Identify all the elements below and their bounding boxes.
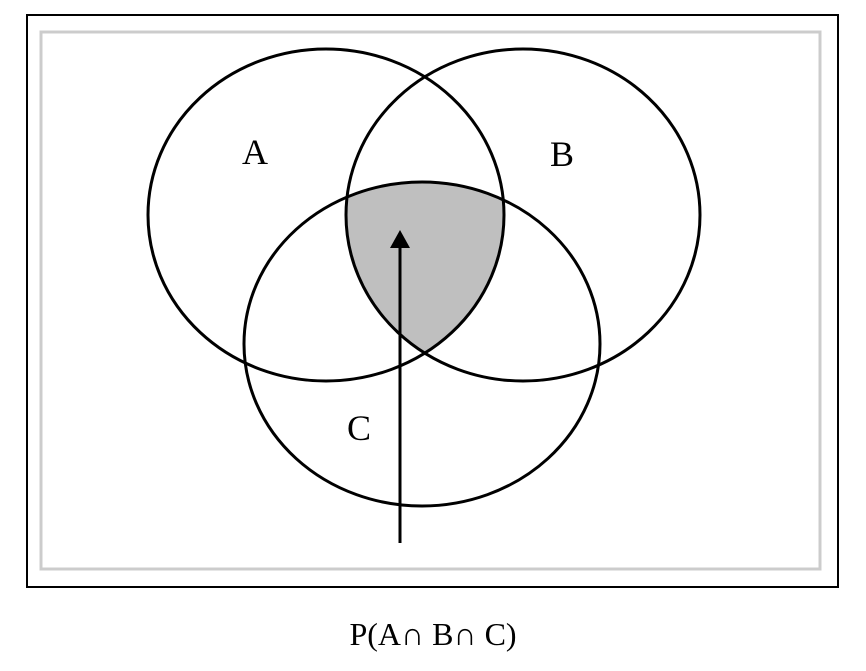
pointer-arrow-head (390, 230, 410, 248)
circle-c (242, 180, 602, 508)
circle-a (146, 47, 506, 383)
label-b: B (550, 134, 574, 174)
probability-caption: P(A∩ B∩ C) (349, 616, 517, 652)
label-c: C (347, 408, 371, 448)
circle-b (344, 47, 702, 383)
intersection-abc-region (346, 182, 504, 381)
inner-frame (39, 30, 822, 571)
label-a: A (242, 132, 268, 172)
